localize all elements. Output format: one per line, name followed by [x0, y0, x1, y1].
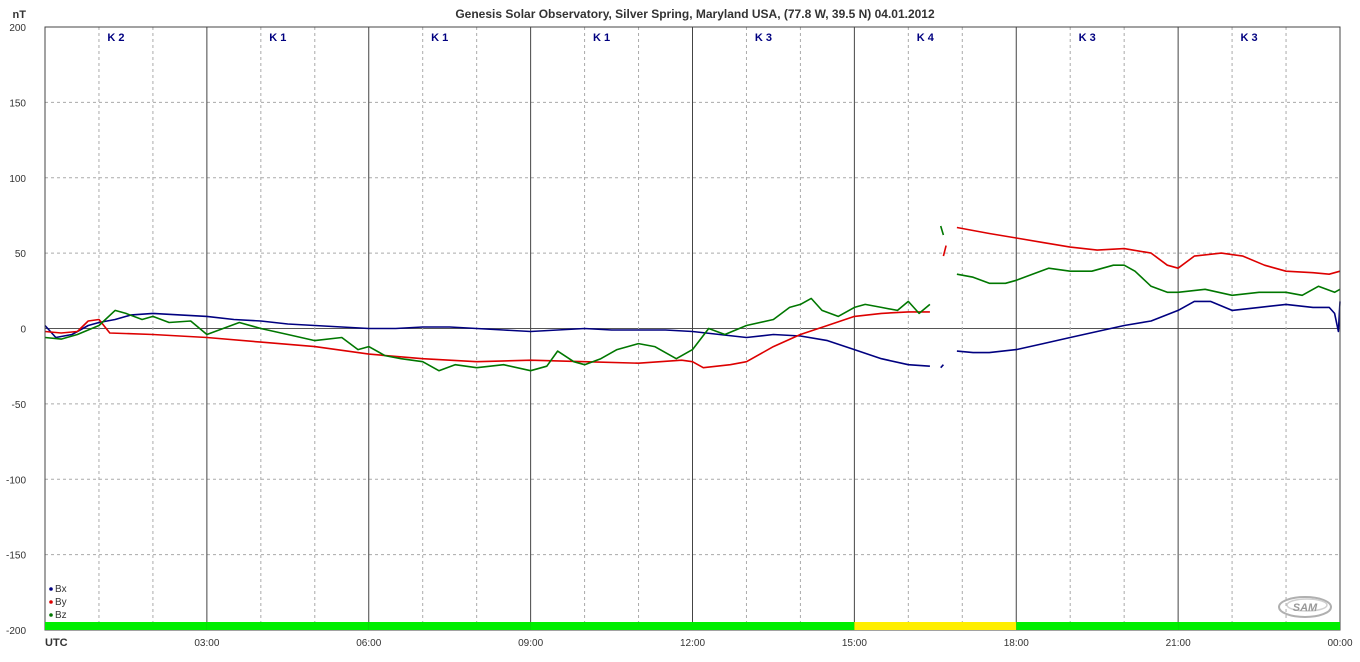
activity-bar	[45, 622, 1340, 630]
legend-label-bx: Bx	[55, 584, 67, 595]
x-tick-label: 09:00	[518, 638, 543, 649]
k-index-label: K 3	[1241, 32, 1258, 44]
x-tick-label: 12:00	[680, 638, 705, 649]
y-tick-label: -50	[12, 400, 27, 411]
y-tick-label: -200	[6, 626, 26, 637]
x-tick-label: 21:00	[1166, 638, 1191, 649]
activity-segment	[530, 622, 693, 630]
activity-segment	[692, 622, 855, 630]
x-axis-unit-label: UTC	[45, 637, 68, 649]
k-index-labels: K 2 K 1 K 1 K 1 K 3 K 4 K 3 K 3	[107, 32, 1257, 44]
legend-label-bz: Bz	[55, 610, 67, 621]
x-tick-label: 15:00	[842, 638, 867, 649]
legend-label-by: By	[55, 597, 67, 608]
legend-marker-by	[49, 600, 53, 604]
grid-lines	[45, 27, 1340, 630]
sam-logo: SAM	[1278, 596, 1332, 618]
chart-title: Genesis Solar Observatory, Silver Spring…	[455, 7, 935, 21]
series-line-by	[44, 226, 1341, 369]
y-tick-label: -100	[6, 475, 26, 486]
k-index-label: K 3	[755, 32, 772, 44]
y-tick-label: 0	[20, 325, 26, 336]
k-index-label: K 1	[593, 32, 610, 44]
activity-segment	[1178, 622, 1340, 630]
activity-segment	[854, 622, 1017, 630]
svg-text:SAM: SAM	[1293, 602, 1318, 614]
legend-marker-bx	[49, 587, 53, 591]
k-index-label: K 1	[431, 32, 448, 44]
k-index-label: K 2	[107, 32, 124, 44]
y-tick-label: 150	[9, 98, 26, 109]
x-tick-label: 06:00	[356, 638, 381, 649]
activity-segment	[206, 622, 369, 630]
series-lines	[44, 225, 1341, 372]
activity-segment	[1016, 622, 1179, 630]
activity-segment	[368, 622, 531, 630]
x-tick-label: 00:00	[1327, 638, 1352, 649]
axes: 200 150 100 50 0 -50 -100 -150 -200 03:00 06:00 09:…	[6, 23, 1353, 649]
y-tick-label: 200	[9, 23, 26, 34]
legend-marker-bz	[49, 613, 53, 617]
activity-segment	[45, 622, 207, 630]
y-axis-unit-label: nT	[13, 9, 27, 21]
y-tick-label: -150	[6, 551, 26, 562]
k-index-label: K 3	[1079, 32, 1096, 44]
series-line-bz	[44, 225, 1341, 372]
k-index-label: K 4	[917, 32, 935, 44]
x-tick-label: 18:00	[1004, 638, 1029, 649]
y-tick-label: 50	[15, 249, 27, 260]
legend: Bx By Bz	[49, 584, 67, 621]
k-index-label: K 1	[269, 32, 286, 44]
x-tick-label: 03:00	[194, 638, 219, 649]
y-tick-label: 100	[9, 174, 26, 185]
